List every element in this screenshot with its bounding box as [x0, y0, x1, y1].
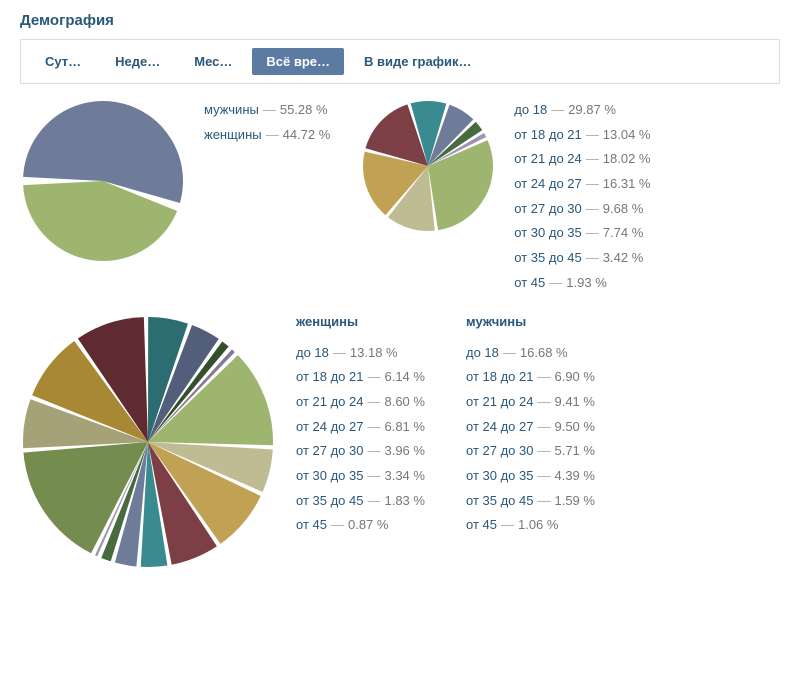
period-tabs: Сут…Неде…Мес…Всё вре…В виде график… [20, 39, 780, 84]
period-tab[interactable]: Неде… [101, 48, 174, 75]
combined-pie [20, 314, 276, 570]
legend-row[interactable]: от 35 до 45—1.83 % [296, 489, 466, 514]
age-block: до 18—29.87 %от 18 до 21—13.04 %от 21 до… [360, 98, 650, 296]
legend-row[interactable]: мужчины—55.28 % [204, 98, 330, 123]
combined-legend-male: до 18—16.68 %от 18 до 21—6.90 %от 21 до … [466, 341, 636, 539]
combined-legend-female: до 18—13.18 %от 18 до 21—6.14 %от 21 до … [296, 341, 466, 539]
legend-row[interactable]: от 27 до 30—5.71 % [466, 439, 636, 464]
legend-row[interactable]: до 18—29.87 % [514, 98, 650, 123]
legend-row[interactable]: от 24 до 27—9.50 % [466, 415, 636, 440]
gender-pie [20, 98, 186, 296]
legend-row[interactable]: от 18 до 21—6.90 % [466, 365, 636, 390]
legend-row[interactable]: женщины—44.72 % [204, 123, 330, 148]
gender-legend: мужчины—55.28 %женщины—44.72 % [204, 98, 330, 296]
legend-row[interactable]: от 18 до 21—6.14 % [296, 365, 466, 390]
legend-row[interactable]: до 18—13.18 % [296, 341, 466, 366]
legend-row[interactable]: от 35 до 45—3.42 % [514, 246, 650, 271]
legend-row[interactable]: от 45—0.87 % [296, 513, 466, 538]
age-legend: до 18—29.87 %от 18 до 21—13.04 %от 21 до… [514, 98, 650, 296]
legend-row[interactable]: от 21 до 24—9.41 % [466, 390, 636, 415]
legend-row[interactable]: от 18 до 21—13.04 % [514, 123, 650, 148]
legend-row[interactable]: от 30 до 35—3.34 % [296, 464, 466, 489]
legend-row[interactable]: от 30 до 35—4.39 % [466, 464, 636, 489]
age-pie [360, 98, 496, 296]
period-tab[interactable]: В виде график… [350, 48, 486, 75]
legend-row[interactable]: от 45—1.93 % [514, 271, 650, 296]
legend-row[interactable]: от 21 до 24—8.60 % [296, 390, 466, 415]
period-tab[interactable]: Мес… [180, 48, 246, 75]
page-title: Демография [20, 12, 780, 29]
legend-row[interactable]: от 24 до 27—16.31 % [514, 172, 650, 197]
col-heading-male: мужчины [466, 314, 636, 329]
period-tab[interactable]: Сут… [31, 48, 95, 75]
legend-row[interactable]: до 18—16.68 % [466, 341, 636, 366]
period-tab[interactable]: Всё вре… [252, 48, 344, 75]
legend-row[interactable]: от 30 до 35—7.74 % [514, 221, 650, 246]
legend-row[interactable]: от 27 до 30—3.96 % [296, 439, 466, 464]
legend-row[interactable]: от 35 до 45—1.59 % [466, 489, 636, 514]
gender-block: мужчины—55.28 %женщины—44.72 % [20, 98, 330, 296]
legend-row[interactable]: от 21 до 24—18.02 % [514, 147, 650, 172]
legend-row[interactable]: от 45—1.06 % [466, 513, 636, 538]
col-heading-female: женщины [296, 314, 466, 329]
legend-row[interactable]: от 24 до 27—6.81 % [296, 415, 466, 440]
legend-row[interactable]: от 27 до 30—9.68 % [514, 197, 650, 222]
